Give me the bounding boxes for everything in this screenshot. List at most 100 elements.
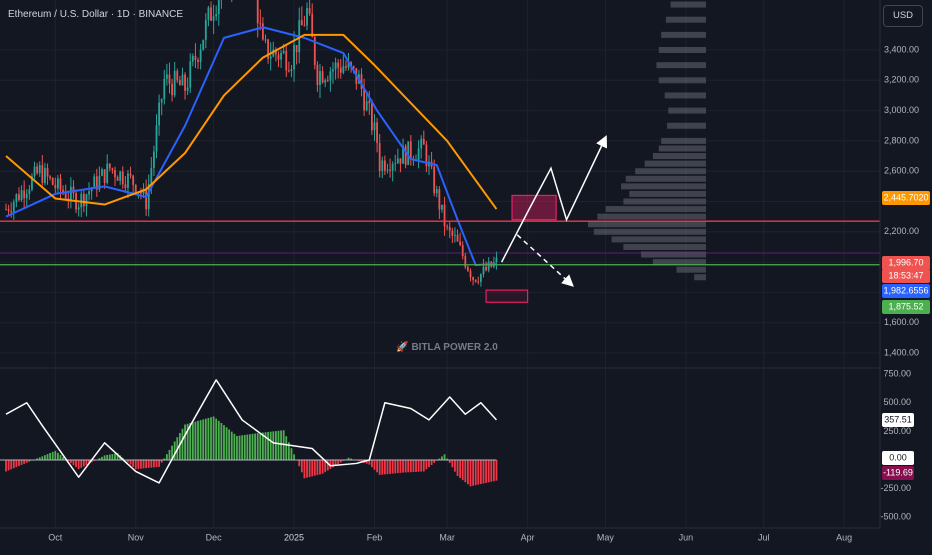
currency-button[interactable]: USD [883, 5, 923, 27]
candle-body [259, 23, 261, 24]
candle [480, 273, 482, 286]
candle [444, 197, 446, 236]
candle-body [124, 184, 126, 188]
histogram-bar [459, 460, 461, 478]
candle-body [153, 152, 155, 168]
candle [93, 174, 95, 189]
candle [309, 0, 311, 16]
oscillator-badge-text: 357.51 [884, 414, 912, 424]
histogram-bar [41, 456, 43, 460]
histogram-bar [200, 420, 202, 460]
candle [397, 149, 399, 164]
candle [381, 157, 383, 179]
candle [387, 164, 389, 174]
time-tick-label: Mar [439, 532, 455, 542]
histogram-bar [54, 451, 56, 460]
candle-body [420, 139, 422, 149]
oscillator-tick-label: -500.00 [880, 512, 911, 522]
candle [52, 177, 54, 185]
candle [337, 59, 339, 78]
candle-body [57, 178, 59, 188]
symbol-title[interactable]: Ethereum / U.S. Dollar · 1D · BINANCE [8, 9, 183, 20]
candle [459, 233, 461, 246]
candle [23, 180, 25, 208]
candle [220, 0, 222, 9]
histogram-bar [275, 431, 277, 460]
candle-body [374, 122, 376, 130]
candle [163, 70, 165, 105]
candle [39, 161, 41, 177]
candle-body [288, 70, 290, 71]
candle [420, 135, 422, 159]
candle-body [215, 14, 217, 16]
time-tick-label: May [597, 532, 615, 542]
volume-profile-bar [659, 145, 706, 151]
histogram-bar [244, 435, 246, 460]
candle [31, 173, 33, 191]
candle-body [475, 280, 477, 282]
candle-body [410, 142, 412, 159]
grid-lines [0, 0, 880, 528]
candle-body [387, 170, 389, 171]
price-tick-label: 3,400.00 [884, 44, 919, 54]
candle [26, 189, 28, 208]
time-tick-label: 2025 [284, 532, 304, 542]
histogram-bar [472, 460, 474, 486]
candle [278, 51, 280, 67]
candle [96, 169, 98, 197]
histogram-bar [418, 460, 420, 472]
candle [262, 17, 264, 41]
histogram-bar [470, 460, 472, 486]
histogram-bar [78, 460, 80, 469]
time-tick-label: Nov [128, 532, 145, 542]
candle-body [444, 205, 446, 227]
candle [114, 167, 116, 186]
candle-body [345, 66, 347, 68]
candle-body [265, 40, 267, 41]
histogram-bar [21, 460, 23, 465]
candle [54, 178, 56, 195]
rocket-icon: 🚀 [396, 342, 408, 353]
price-badge: 2,445.7020 [882, 191, 930, 205]
histogram-bar [205, 419, 207, 460]
candle-body [5, 209, 7, 210]
candle-body [405, 146, 407, 165]
candle-body [41, 165, 43, 183]
candle [182, 68, 184, 86]
candle [41, 155, 43, 186]
candle [34, 162, 36, 179]
histogram-bar [337, 460, 339, 464]
candle [436, 186, 438, 197]
candle [148, 175, 150, 217]
histogram-bar [23, 460, 25, 464]
candle-body [52, 178, 54, 185]
price-badge: 1,982.6556 [882, 284, 930, 298]
candle-body [462, 245, 464, 256]
candle [449, 222, 451, 238]
histogram-bar [80, 460, 82, 468]
histogram-bar [379, 460, 381, 475]
oscillator-badge: 357.51 [882, 413, 914, 427]
histogram-bar [267, 432, 269, 460]
candle-body [200, 50, 202, 62]
time-tick-label: Oct [48, 532, 63, 542]
histogram-bar [195, 422, 197, 460]
candle-body [451, 231, 453, 236]
candle-body [400, 158, 402, 163]
candle-body [88, 191, 90, 194]
candle-body [47, 168, 49, 177]
candle-body [213, 16, 215, 20]
candle [161, 98, 163, 115]
candle-body [18, 194, 20, 200]
histogram-bar [467, 460, 469, 484]
candle [428, 155, 430, 175]
candle-body [44, 168, 46, 183]
candle [394, 155, 396, 171]
candle [70, 177, 72, 208]
candle-body [122, 172, 124, 185]
candle [117, 175, 119, 180]
candle [319, 64, 321, 98]
candle-body [101, 169, 103, 176]
